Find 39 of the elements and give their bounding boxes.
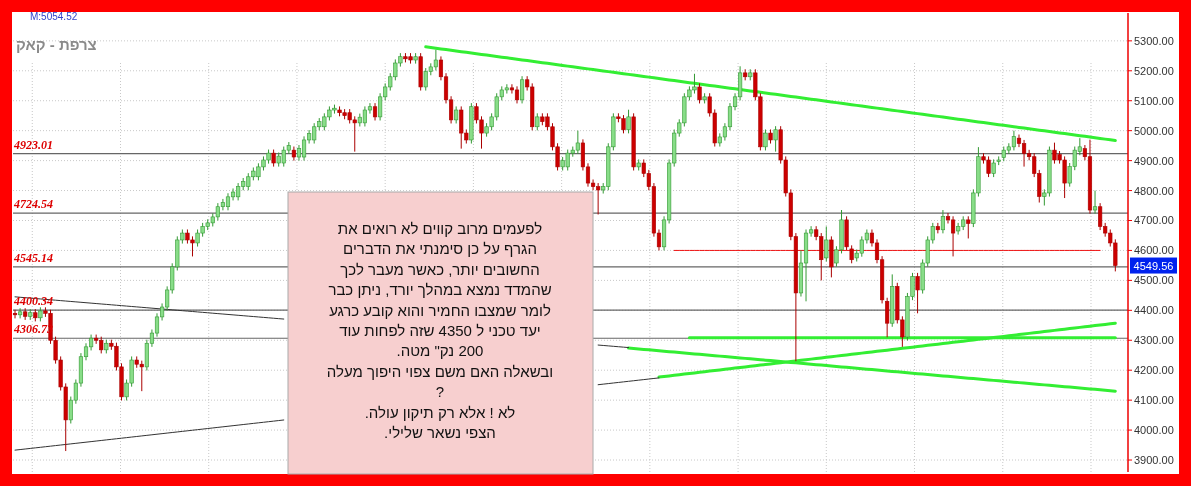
text: לפעמים מרוב קווים לא רואים את הגרף על כן סימנתי את הדברים החשובים יותר, כאשר מעבר לכך שהמדד נמצא במהלך יורד, ניתן כבר לומר שמצבו החמיר והוא קובע כרגע יעד טכני ל 4350 שזה לפחות עוד 200 נק" מטה. ובשאלה האם משם צפוי היפוך מעלה ? לא ! אלא רק תיקון עולה. הצפי נשאר שלילי. bbox=[326, 220, 554, 441]
text: צרפת - קאק bbox=[16, 36, 97, 53]
y-tick-label: 4800.00 bbox=[1134, 184, 1174, 197]
candlestick bbox=[940, 209, 945, 234]
candlestick bbox=[18, 307, 23, 319]
annotation: M:5054.52 bbox=[30, 11, 78, 22]
candlestick bbox=[950, 215, 956, 257]
y-tick-label: 5100.00 bbox=[1134, 94, 1174, 107]
candlestick bbox=[763, 128, 768, 151]
y-tick-label: 4300.00 bbox=[1134, 334, 1174, 347]
candlestick bbox=[966, 215, 971, 239]
candlestick bbox=[12, 309, 18, 319]
y-tick-label: 3900.00 bbox=[1134, 454, 1174, 467]
candlestick bbox=[520, 75, 525, 104]
y-tick-label: 4900.00 bbox=[1134, 154, 1174, 167]
candlestick bbox=[885, 297, 890, 338]
y-tick-label: 4700.00 bbox=[1134, 214, 1174, 227]
ref-line-label: 4400.34 bbox=[13, 294, 53, 309]
candlestick bbox=[1092, 190, 1098, 215]
candlestick bbox=[626, 109, 631, 134]
line-series bbox=[424, 45, 1117, 142]
candlestick bbox=[915, 272, 920, 314]
y-tick-label: 4000.00 bbox=[1134, 424, 1174, 437]
ref-line-label: 4545.14 bbox=[13, 250, 53, 265]
candlestick bbox=[773, 125, 778, 153]
y-tick-label: 4500.00 bbox=[1134, 274, 1174, 287]
candlestick bbox=[935, 222, 940, 234]
candlestick bbox=[697, 82, 702, 104]
y-tick-label: 4600.00 bbox=[1134, 244, 1174, 257]
y-tick-label: 5200.00 bbox=[1134, 64, 1174, 77]
y-tick-label: 5000.00 bbox=[1134, 124, 1174, 137]
ref-line-label: 4923.01 bbox=[13, 137, 53, 152]
candlestick bbox=[824, 225, 829, 263]
text: 4549.56 bbox=[1133, 259, 1174, 272]
ref-line-label: 4724.54 bbox=[13, 197, 53, 212]
y-tick-label: 4100.00 bbox=[1134, 394, 1174, 407]
y-tick-label: 4400.00 bbox=[1134, 304, 1174, 317]
y-tick-label: 5300.00 bbox=[1134, 34, 1174, 47]
y-tick-label: 4200.00 bbox=[1134, 364, 1174, 377]
